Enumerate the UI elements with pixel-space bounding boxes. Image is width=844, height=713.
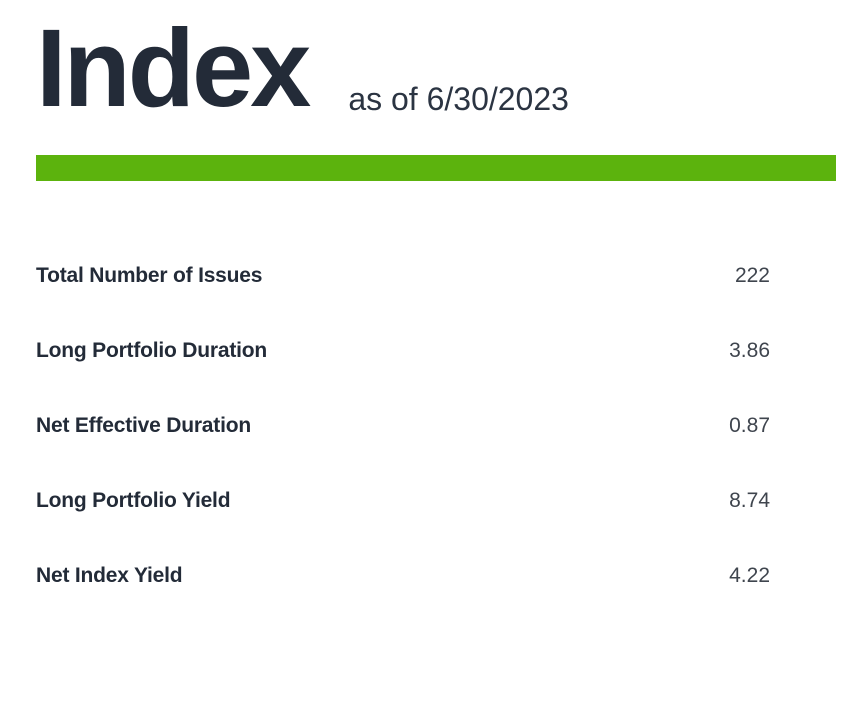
stat-label: Long Portfolio Yield <box>36 488 231 512</box>
table-row: Long Portfolio Yield 8.74 <box>36 463 770 538</box>
page-title: Index <box>36 7 311 130</box>
stat-label: Long Portfolio Duration <box>36 338 268 362</box>
stat-label: Net Effective Duration <box>36 413 251 437</box>
table-row: Net Effective Duration 0.87 <box>36 388 770 463</box>
table-row: Net Index Yield 4.22 <box>36 538 770 613</box>
stat-value: 3.86 <box>729 338 770 362</box>
stat-value: 222 <box>734 263 770 287</box>
table-row: Long Portfolio Duration 3.86 <box>36 313 770 388</box>
stat-value: 0.87 <box>729 413 770 437</box>
stat-value: 8.74 <box>729 488 770 512</box>
stat-label: Total Number of Issues <box>36 263 263 287</box>
stat-label: Net Index Yield <box>36 563 183 587</box>
stat-value: 4.22 <box>729 563 770 587</box>
page-header: Index as of 6/30/2023 <box>0 0 844 124</box>
table-row: Total Number of Issues 222 <box>36 238 770 313</box>
as-of-date: as of 6/30/2023 <box>348 81 569 117</box>
accent-bar <box>36 155 836 181</box>
stats-table: Total Number of Issues 222 Long Portfoli… <box>36 238 770 613</box>
